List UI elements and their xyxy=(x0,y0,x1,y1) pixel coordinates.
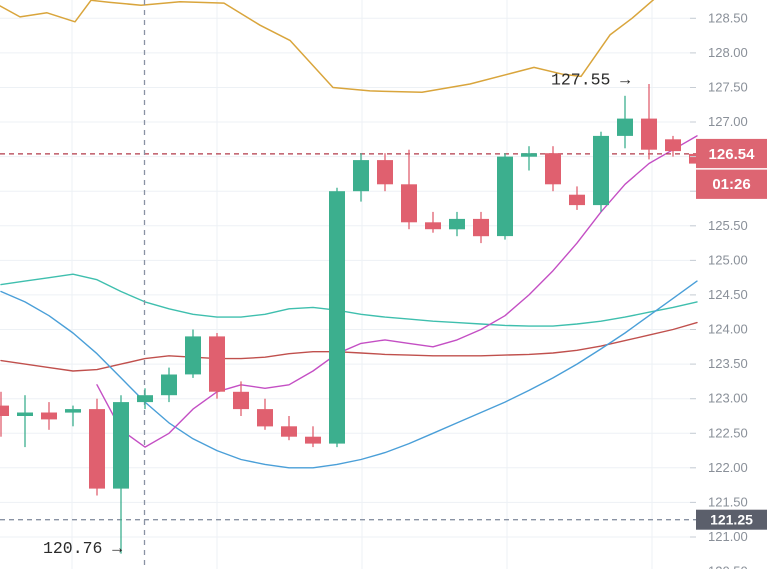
svg-text:125.00: 125.00 xyxy=(708,252,748,267)
svg-text:121.25: 121.25 xyxy=(710,512,753,528)
svg-text:122.50: 122.50 xyxy=(708,425,748,440)
svg-text:128.50: 128.50 xyxy=(708,10,748,25)
svg-text:121.50: 121.50 xyxy=(708,494,748,509)
svg-text:124.00: 124.00 xyxy=(708,322,748,337)
svg-text:120.50: 120.50 xyxy=(708,564,748,569)
svg-text:120.76 →: 120.76 → xyxy=(43,539,122,558)
svg-text:126.54: 126.54 xyxy=(709,146,756,163)
svg-text:121.00: 121.00 xyxy=(708,529,748,544)
svg-text:127.55 →: 127.55 → xyxy=(551,70,630,89)
svg-text:122.00: 122.00 xyxy=(708,460,748,475)
svg-text:123.00: 123.00 xyxy=(708,391,748,406)
svg-text:127.50: 127.50 xyxy=(708,80,748,95)
svg-text:127.00: 127.00 xyxy=(708,114,748,129)
svg-text:125.50: 125.50 xyxy=(708,218,748,233)
svg-text:01:26: 01:26 xyxy=(712,176,750,193)
svg-text:123.50: 123.50 xyxy=(708,356,748,371)
svg-text:124.50: 124.50 xyxy=(708,287,748,302)
svg-text:128.00: 128.00 xyxy=(708,45,748,60)
